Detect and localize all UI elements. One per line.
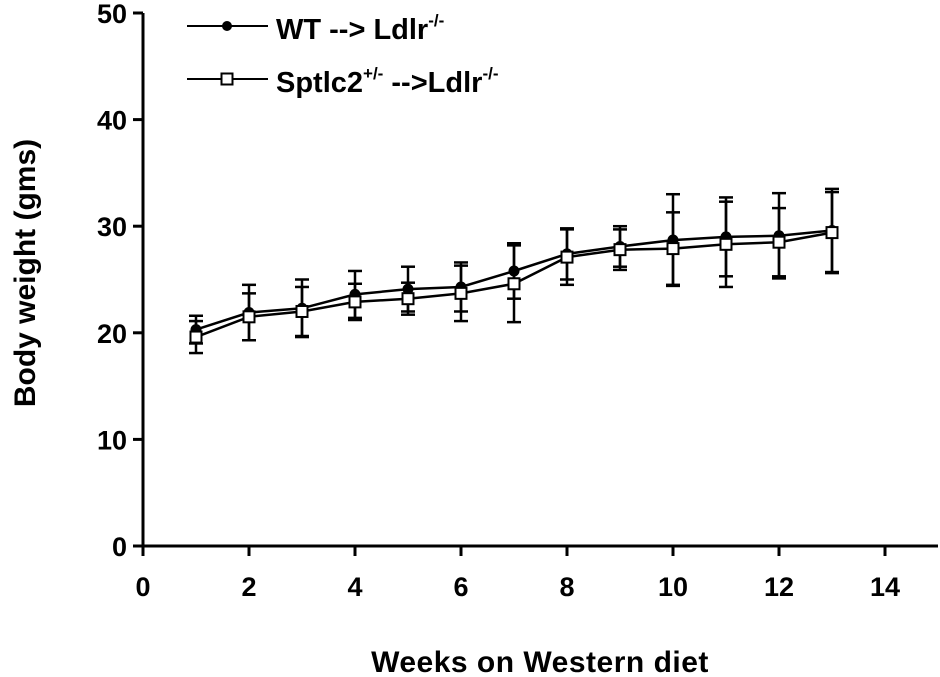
data-point: [242, 310, 256, 324]
data-point: [613, 243, 627, 257]
legend-marker-wt: [222, 21, 232, 31]
data-point: [348, 295, 362, 309]
data-point: [401, 292, 415, 306]
x-tick-label: 10: [658, 572, 688, 602]
data-point: [825, 226, 839, 240]
x-tick-label: 6: [453, 572, 468, 602]
x-tick-label: 8: [559, 572, 574, 602]
y-tick-label: 10: [97, 425, 127, 455]
legend: WT --> Ldlr-/- Sptlc2+/- -->Ldlr-/-: [187, 11, 498, 99]
series-layer: [189, 187, 839, 355]
x-axis-label: Weeks on Western diet: [371, 646, 709, 677]
y-axis-ticks: 0 10 20 30 40 50: [97, 0, 143, 562]
legend-item-sptlc2: Sptlc2+/- -->Ldlr-/-: [187, 64, 498, 99]
legend-label-wt: WT --> Ldlr-/-: [276, 11, 444, 46]
legend-label-sptlc2: Sptlc2+/- -->Ldlr-/-: [276, 64, 498, 99]
y-tick-label: 20: [97, 319, 127, 349]
series-sptlc2: [189, 190, 839, 355]
data-point: [719, 237, 733, 251]
x-axis-ticks: 0 2 4 6 8 10 12 14: [135, 546, 900, 602]
x-tick-label: 2: [241, 572, 256, 602]
legend-item-wt: WT --> Ldlr-/-: [187, 11, 444, 46]
data-point: [666, 242, 680, 256]
data-point: [507, 277, 521, 291]
data-point: [454, 286, 468, 300]
x-tick-label: 0: [135, 572, 150, 602]
data-point: [772, 235, 786, 249]
x-tick-label: 4: [347, 572, 362, 602]
data-point: [295, 304, 309, 318]
data-point: [560, 250, 574, 264]
data-point: [189, 330, 203, 344]
y-tick-label: 0: [112, 532, 127, 562]
x-tick-label: 12: [764, 572, 794, 602]
y-tick-label: 40: [97, 106, 127, 136]
legend-marker-sptlc2: [220, 72, 234, 86]
y-tick-label: 30: [97, 212, 127, 242]
y-axis-label: Body weight (gms): [9, 139, 42, 407]
y-tick-label: 50: [97, 0, 127, 29]
x-tick-label: 14: [870, 572, 900, 602]
axes: [141, 13, 938, 548]
